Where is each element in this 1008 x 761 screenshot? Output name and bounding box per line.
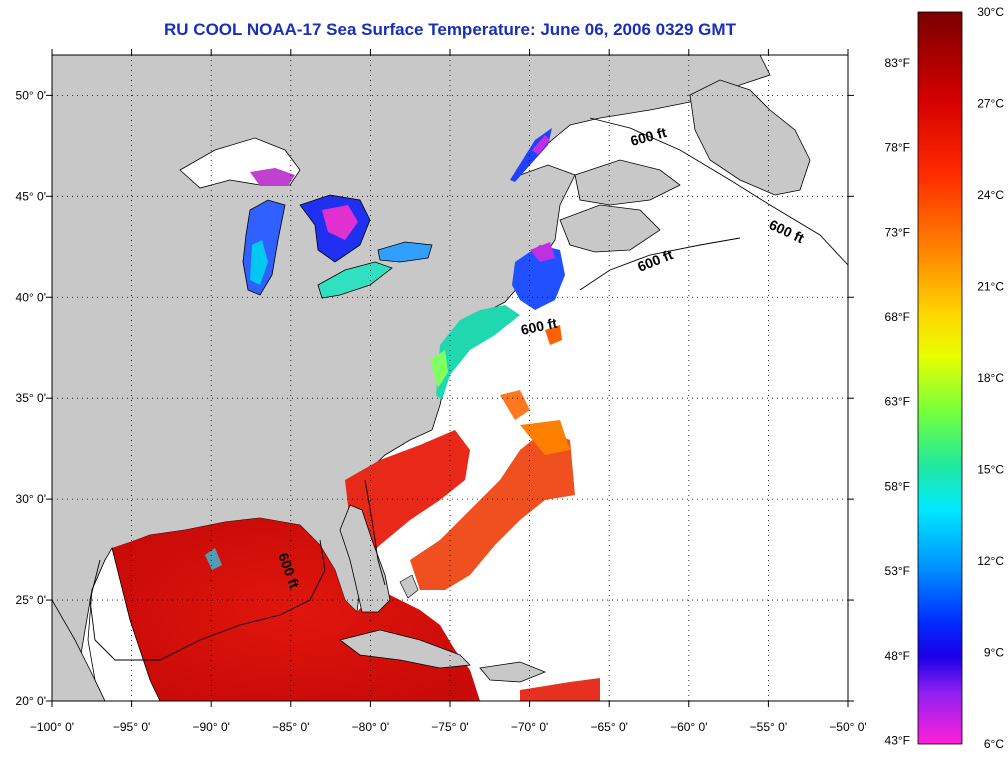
lat-tick-label: 25° 0' bbox=[16, 593, 46, 607]
land-nova-scotia bbox=[559, 204, 661, 253]
lon-tick-label: −75° 0' bbox=[431, 720, 468, 734]
colorbar-celsius-label: 15°C bbox=[977, 463, 1004, 477]
colorbar-celsius-label: 12°C bbox=[977, 554, 1004, 568]
southeast-atlantic-sst bbox=[345, 430, 470, 560]
colorbar-celsius-label: 24°C bbox=[977, 188, 1004, 202]
land-newfoundland bbox=[689, 79, 811, 196]
land-hispaniola bbox=[479, 661, 547, 683]
gulf-sst-cool-streak bbox=[205, 548, 222, 570]
land-maritimes bbox=[574, 159, 681, 206]
lon-tick-label: −60° 0' bbox=[670, 720, 707, 734]
colorbar-celsius-label: 9°C bbox=[984, 646, 1004, 660]
colorbar-fahrenheit-label: 58°F bbox=[885, 479, 910, 493]
caribbean-sst bbox=[520, 678, 600, 701]
colorbar-fahrenheit-label: 68°F bbox=[885, 310, 910, 324]
lon-tick-label: −55° 0' bbox=[750, 720, 787, 734]
colorbar-fahrenheit-label: 78°F bbox=[885, 141, 910, 155]
colorbar-gradient bbox=[917, 11, 963, 745]
colorbar-fahrenheit-label: 63°F bbox=[885, 395, 910, 409]
lon-tick-label: −70° 0' bbox=[511, 720, 548, 734]
map-title: RU COOL NOAA-17 Sea Surface Temperature:… bbox=[164, 20, 736, 39]
latitude-tick-labels: 20° 0' 25° 0' 30° 0' 35° 0' 40° 0' 45° 0' 50° … bbox=[16, 88, 854, 708]
land-bahamas bbox=[399, 574, 419, 599]
colorbar-fahrenheit-label: 53°F bbox=[885, 564, 910, 578]
depth-contour-east bbox=[589, 117, 849, 266]
lon-tick-label: −85° 0' bbox=[272, 720, 309, 734]
lat-tick-label: 35° 0' bbox=[16, 391, 46, 405]
longitude-tick-labels: −100° 0' −95° 0' −90° 0' −85° 0' −80° 0' −75°… bbox=[30, 49, 867, 734]
land-florida bbox=[339, 504, 391, 613]
lat-tick-label: 45° 0' bbox=[16, 189, 46, 203]
colorbar-celsius-label: 21°C bbox=[977, 280, 1004, 294]
gulf-no-data-strip bbox=[87, 546, 161, 702]
depth-contour-gulf bbox=[89, 539, 326, 661]
lake-erie bbox=[317, 261, 393, 299]
lat-tick-label: 30° 0' bbox=[16, 492, 46, 506]
lake-superior-sst bbox=[250, 168, 295, 186]
lon-tick-label: −65° 0' bbox=[590, 720, 627, 734]
lake-huron-sst bbox=[322, 205, 358, 240]
st-lawrence-sst-2 bbox=[532, 135, 550, 155]
colorbar-fahrenheit-label: 48°F bbox=[885, 649, 910, 663]
colorbar-celsius-label: 6°C bbox=[984, 737, 1004, 751]
gulf-stream-sst bbox=[410, 430, 575, 590]
lon-tick-label: −50° 0' bbox=[829, 720, 866, 734]
colorbar: 30°C 27°C 24°C 21°C 18°C 15°C 12°C 9°C 6°C 83°F 7… bbox=[885, 5, 1005, 751]
colorbar-celsius-labels: 30°C 27°C 24°C 21°C 18°C 15°C 12°C 9°C 6°C bbox=[977, 5, 1004, 751]
colorbar-celsius-label: 18°C bbox=[977, 371, 1004, 385]
colorbar-celsius-label: 30°C bbox=[977, 5, 1004, 19]
lake-michigan-sst bbox=[250, 240, 268, 285]
lat-tick-label: 40° 0' bbox=[16, 290, 46, 304]
lake-ontario bbox=[377, 241, 433, 263]
gulf-stream-sst-north bbox=[500, 390, 530, 420]
lon-tick-label: −80° 0' bbox=[352, 720, 389, 734]
plot-frame bbox=[51, 54, 849, 702]
depth-contour-shelf bbox=[579, 237, 741, 291]
lon-tick-label: −95° 0' bbox=[113, 720, 150, 734]
colorbar-celsius-label: 27°C bbox=[977, 97, 1004, 111]
colorbar-fahrenheit-labels: 83°F 78°F 73°F 68°F 63°F 58°F 53°F 48°F 43°F bbox=[885, 56, 910, 748]
colorbar-fahrenheit-label: 43°F bbox=[885, 734, 910, 748]
lat-tick-label: 20° 0' bbox=[16, 694, 46, 708]
land-cuba bbox=[339, 629, 471, 669]
colorbar-fahrenheit-label: 83°F bbox=[885, 56, 910, 70]
gulf-stream-warm-spot bbox=[545, 325, 562, 345]
mid-atlantic-shelf-sst bbox=[436, 305, 520, 400]
depth-label-4: 600 ft bbox=[519, 315, 558, 338]
offshore-sst-patch bbox=[520, 420, 570, 455]
mid-atlantic-shelf-sst-2 bbox=[430, 350, 448, 388]
gulf-of-maine-sst-2 bbox=[530, 242, 555, 262]
lon-tick-label: −90° 0' bbox=[192, 720, 229, 734]
depth-contour-se bbox=[364, 479, 386, 586]
lat-tick-label: 50° 0' bbox=[16, 88, 46, 102]
lon-tick-label: −100° 0' bbox=[30, 720, 74, 734]
colorbar-fahrenheit-label: 73°F bbox=[885, 225, 910, 239]
gulf-of-maine-sst bbox=[512, 245, 565, 310]
